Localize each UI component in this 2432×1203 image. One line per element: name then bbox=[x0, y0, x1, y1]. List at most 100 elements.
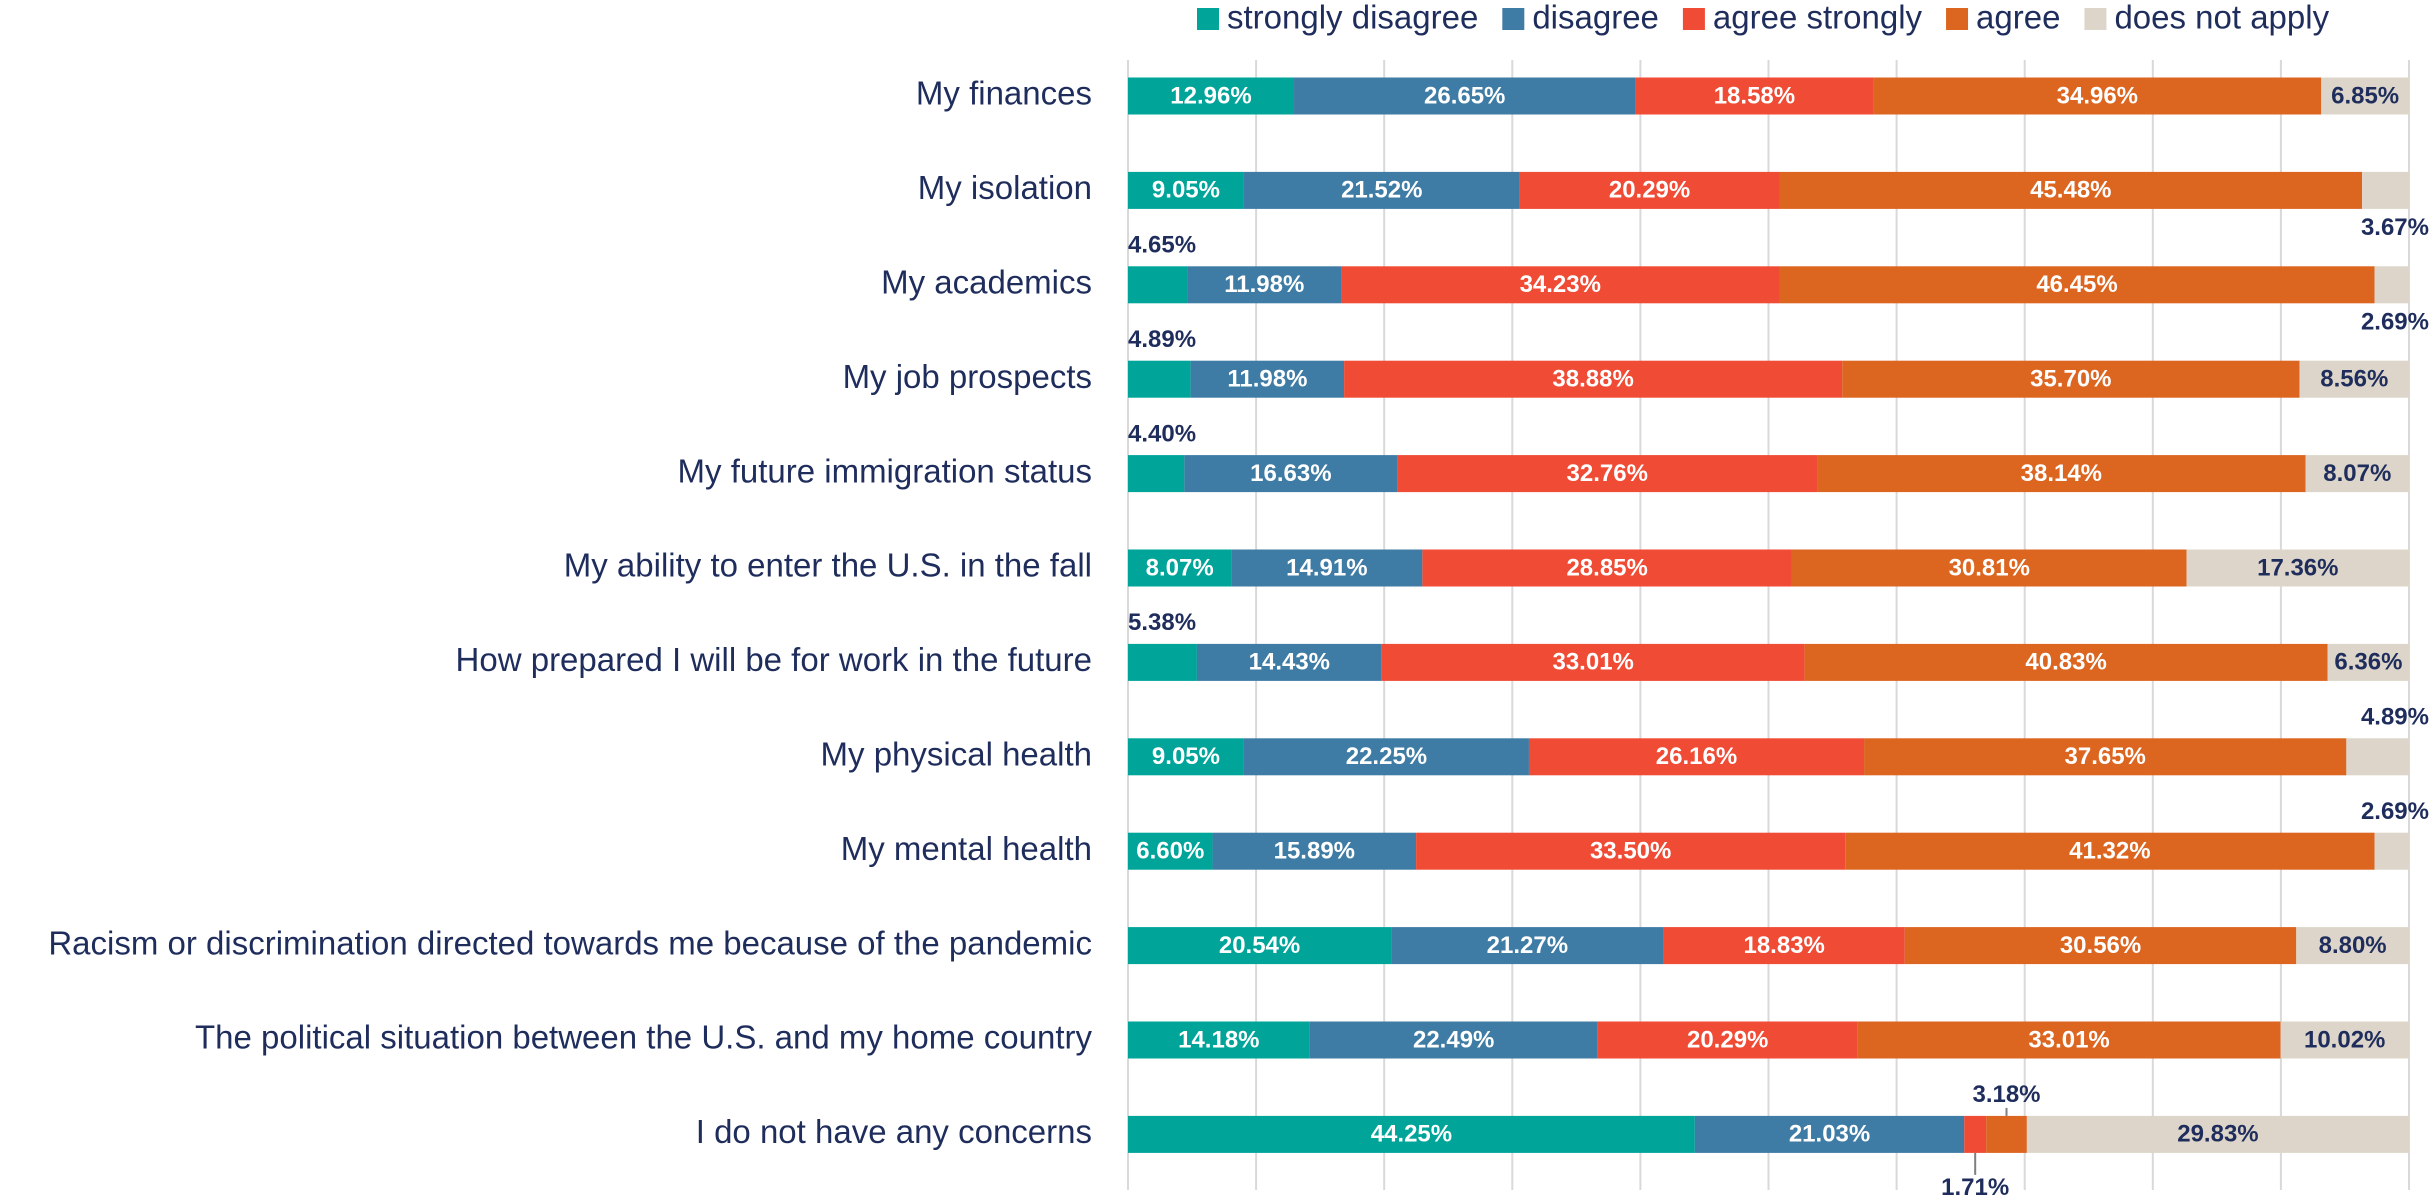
value-label: 30.81% bbox=[1949, 554, 2030, 581]
bar-segment bbox=[2374, 266, 2409, 304]
bar-segment bbox=[1528, 738, 1865, 776]
value-label: 26.65% bbox=[1424, 82, 1505, 109]
legend-swatch bbox=[1946, 8, 1969, 30]
value-label: 34.96% bbox=[2057, 82, 2138, 109]
bar-segment bbox=[2186, 549, 2409, 587]
value-label: 21.03% bbox=[1789, 1121, 1870, 1148]
bar-segment bbox=[1964, 1115, 1987, 1153]
bar-segment bbox=[1344, 360, 1843, 398]
bar-segment bbox=[1804, 643, 2328, 681]
value-label: 6.36% bbox=[2334, 649, 2402, 676]
value-label: 46.45% bbox=[2036, 271, 2117, 298]
bar-segment bbox=[1663, 927, 1905, 965]
category-label: Racism or discrimination directed toward… bbox=[48, 924, 1092, 961]
category-label: My finances bbox=[916, 75, 1092, 112]
value-label: 38.88% bbox=[1552, 366, 1633, 393]
bar-segment bbox=[2374, 832, 2409, 870]
value-label: 20.54% bbox=[1219, 932, 1300, 959]
bar-segment bbox=[1779, 266, 2375, 304]
value-label: 22.49% bbox=[1413, 1026, 1494, 1053]
bar-segment bbox=[1128, 360, 1191, 398]
bar-segment bbox=[1857, 1021, 2281, 1059]
legend-swatch bbox=[2084, 8, 2107, 30]
bar-segment bbox=[1519, 171, 1780, 209]
value-label: 17.36% bbox=[2257, 554, 2338, 581]
bar-segment bbox=[1128, 266, 1188, 304]
value-label: 33.01% bbox=[2028, 1026, 2109, 1053]
value-label: 21.27% bbox=[1487, 932, 1568, 959]
value-label: 37.65% bbox=[2065, 743, 2146, 770]
category-label: I do not have any concerns bbox=[696, 1113, 1092, 1150]
bar-segment bbox=[1243, 171, 1520, 209]
value-label: 30.56% bbox=[2060, 932, 2141, 959]
bar-segment bbox=[2362, 171, 2410, 209]
value-label: 41.32% bbox=[2069, 838, 2150, 865]
value-label: 6.60% bbox=[1136, 838, 1204, 865]
bar-segment bbox=[2321, 77, 2409, 115]
value-label: 35.70% bbox=[2030, 366, 2111, 393]
value-label: 9.05% bbox=[1152, 177, 1220, 204]
category-label: How prepared I will be for work in the f… bbox=[456, 641, 1092, 678]
value-label: 8.07% bbox=[2323, 460, 2391, 487]
bar-segment bbox=[2026, 1115, 2409, 1153]
value-label: 8.56% bbox=[2320, 366, 2388, 393]
value-label: 5.38% bbox=[1128, 609, 1196, 636]
legend-swatch bbox=[1197, 8, 1219, 30]
legend-label: strongly disagree bbox=[1227, 0, 1478, 36]
bar-segment bbox=[1294, 77, 1636, 115]
category-label: My ability to enter the U.S. in the fall bbox=[564, 547, 1092, 584]
category-label: My isolation bbox=[918, 169, 1092, 206]
legend-label: disagree bbox=[1532, 0, 1659, 36]
value-label: 22.25% bbox=[1346, 743, 1427, 770]
value-label: 18.83% bbox=[1743, 932, 1824, 959]
bar-segment bbox=[1341, 266, 1780, 304]
value-label: 32.76% bbox=[1567, 460, 1648, 487]
bar-segment bbox=[1397, 455, 1818, 493]
bar-segment bbox=[1128, 455, 1185, 493]
bar-segment bbox=[1128, 832, 1213, 870]
bar-segment bbox=[1128, 549, 1232, 587]
value-label: 14.43% bbox=[1249, 649, 1330, 676]
value-label: 33.01% bbox=[1552, 649, 1633, 676]
bar-segment bbox=[1196, 643, 1382, 681]
bar-segment bbox=[1231, 549, 1423, 587]
category-label: My future immigration status bbox=[678, 452, 1092, 489]
bar-segment bbox=[1128, 643, 1197, 681]
bar-segment bbox=[1128, 927, 1392, 965]
category-label: My physical health bbox=[821, 736, 1092, 773]
bar-segment bbox=[1986, 1115, 2027, 1153]
bar-segment bbox=[2299, 360, 2410, 398]
value-label: 2.69% bbox=[2361, 798, 2429, 825]
bar-segment bbox=[1190, 360, 1345, 398]
value-label: 44.25% bbox=[1371, 1121, 1452, 1148]
value-label: 12.96% bbox=[1170, 82, 1251, 109]
bar-segment bbox=[1842, 360, 2300, 398]
value-label: 28.85% bbox=[1566, 554, 1647, 581]
bar-segment bbox=[1416, 832, 1846, 870]
bar-segment bbox=[1309, 1021, 1598, 1059]
value-label: 16.63% bbox=[1250, 460, 1331, 487]
legend-swatch bbox=[1502, 8, 1525, 30]
value-label: 11.98% bbox=[1227, 366, 1307, 393]
bar-segment bbox=[1904, 927, 2297, 965]
value-label: 4.89% bbox=[1128, 326, 1196, 353]
bar-segment bbox=[2346, 738, 2409, 776]
value-label: 40.83% bbox=[2025, 649, 2106, 676]
category-label: My mental health bbox=[841, 830, 1092, 867]
value-label: 4.40% bbox=[1128, 420, 1196, 447]
value-label: 20.29% bbox=[1687, 1026, 1768, 1053]
value-label: 33.50% bbox=[1590, 838, 1671, 865]
value-label: 8.80% bbox=[2319, 932, 2387, 959]
value-label: 6.85% bbox=[2331, 82, 2399, 109]
bar-segment bbox=[1128, 1021, 1310, 1059]
value-label: 45.48% bbox=[2030, 177, 2111, 204]
bar-segment bbox=[1187, 266, 1342, 304]
bar-segment bbox=[1128, 171, 1244, 209]
bar-segment bbox=[1391, 927, 1664, 965]
value-label: 4.89% bbox=[2361, 704, 2429, 731]
bar-segment bbox=[1635, 77, 1874, 115]
category-label: My academics bbox=[881, 264, 1092, 301]
value-label: 3.18% bbox=[1972, 1081, 2040, 1108]
value-label: 38.14% bbox=[2021, 460, 2102, 487]
value-label: 8.07% bbox=[1146, 554, 1214, 581]
